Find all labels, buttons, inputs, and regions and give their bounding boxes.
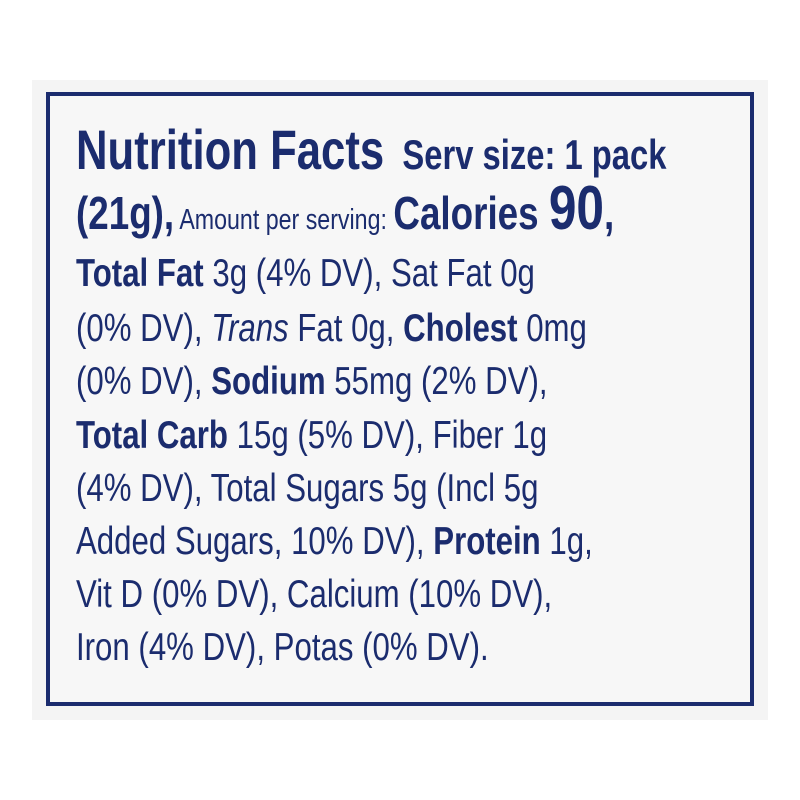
label-text: Trans [211,307,289,350]
label-text: Vit D (0% DV), Calcium (10% DV), [76,573,553,616]
label-text: 90 [548,174,604,243]
label-line: (0% DV), Sodium 55mg (2% DV), [76,362,548,401]
label-text: Fat 0g, [288,307,404,350]
label-text: Calories [393,187,549,239]
label-text: Serv size: 1 pack [384,131,667,178]
nutrient-name: Total Fat [76,252,204,295]
label-text: 55mg (2% DV), [325,360,548,403]
label-line: (21g), Amount per serving: Calories 90, [76,178,614,240]
label-line: (4% DV), Total Sugars 5g (Incl 5g [76,469,538,508]
label-text: Iron (4% DV), Potas (0% DV). [76,626,489,669]
nutrient-name: Sodium [211,360,326,403]
nutrient-name: Cholest [403,307,518,350]
label-title: Nutrition Facts [76,118,385,181]
label-line: Added Sugars, 10% DV), Protein 1g, [76,522,593,561]
label-text: 15g (5% DV), Fiber 1g [227,414,548,457]
nutrient-name: Protein [433,520,541,563]
label-text: Added Sugars, 10% DV), [76,520,434,563]
label-text: 0mg [517,307,587,350]
label-text: (21g), [76,187,175,239]
label-line: Nutrition Facts Serv size: 1 pack [76,122,666,178]
label-line: Total Fat 3g (4% DV), Sat Fat 0g [76,254,535,293]
label-text: (0% DV), [76,307,212,350]
label-line: (0% DV), Trans Fat 0g, Cholest 0mg [76,309,587,348]
label-line: Iron (4% DV), Potas (0% DV). [76,628,489,667]
label-text: (0% DV), [76,360,212,403]
label-text: 3g (4% DV), Sat Fat 0g [203,252,535,295]
nutrition-facts-box [46,92,754,706]
label-line: Total Carb 15g (5% DV), Fiber 1g [76,416,547,455]
label-text: 1g, [540,520,593,563]
nutrient-name: Total Carb [76,414,228,457]
label-text: , [604,187,615,239]
label-line: Vit D (0% DV), Calcium (10% DV), [76,575,552,614]
label-text: (4% DV), Total Sugars 5g (Incl 5g [76,467,539,510]
label-text: Amount per serving: [174,204,394,236]
